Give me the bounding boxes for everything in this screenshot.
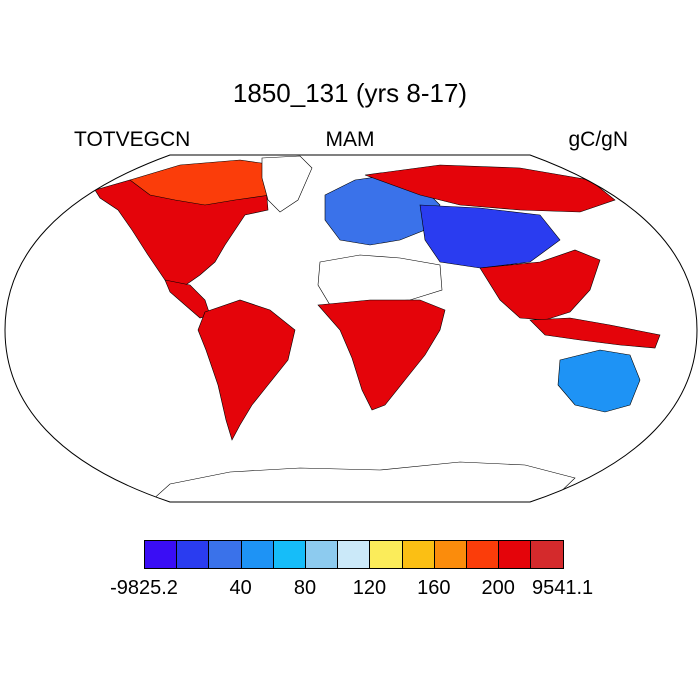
colorbar-label: 160 <box>417 577 451 599</box>
colorbar-box <box>144 540 178 569</box>
region-south-america <box>197 299 296 441</box>
globe-outline <box>4 154 698 503</box>
colorbar-box <box>208 540 242 569</box>
map-title: 1850_131 (yrs 8-17) <box>232 78 468 108</box>
colorbar-box <box>272 540 306 569</box>
colorbar-label: 40 <box>229 577 252 599</box>
colorbar-box <box>305 540 339 569</box>
colorbar-box <box>337 540 371 569</box>
region-canada <box>129 159 276 206</box>
colorbar-label: 9541.1 <box>532 577 594 599</box>
region-central-america <box>164 279 211 319</box>
colorbar-label: -9825.2 <box>110 577 178 599</box>
colorbar-label: 80 <box>293 577 317 599</box>
region-sahara <box>317 254 443 306</box>
colorbar-label: 120 <box>352 577 387 599</box>
colorbar-box <box>433 540 467 569</box>
region-central-asia <box>419 204 561 269</box>
region-southeast-asia <box>479 249 601 321</box>
colorbar-box <box>369 540 403 569</box>
region-siberia <box>364 164 616 213</box>
colorbar-box <box>498 540 532 569</box>
region-antarctica <box>149 461 576 502</box>
colorbar-label: 200 <box>481 577 515 599</box>
colorbar-box <box>240 540 274 569</box>
colorbar-box <box>176 540 210 569</box>
region-australia <box>557 349 641 413</box>
region-africa <box>317 299 446 411</box>
colorbar-box <box>401 540 435 569</box>
region-indonesia <box>529 317 661 349</box>
colorbar-box <box>530 540 564 569</box>
variable-label: TOTVEGCN <box>74 128 191 151</box>
region-greenland <box>261 155 313 213</box>
season-label: MAM <box>325 128 375 151</box>
colorbar-box <box>466 540 500 569</box>
units-label: gC/gN <box>568 128 628 151</box>
